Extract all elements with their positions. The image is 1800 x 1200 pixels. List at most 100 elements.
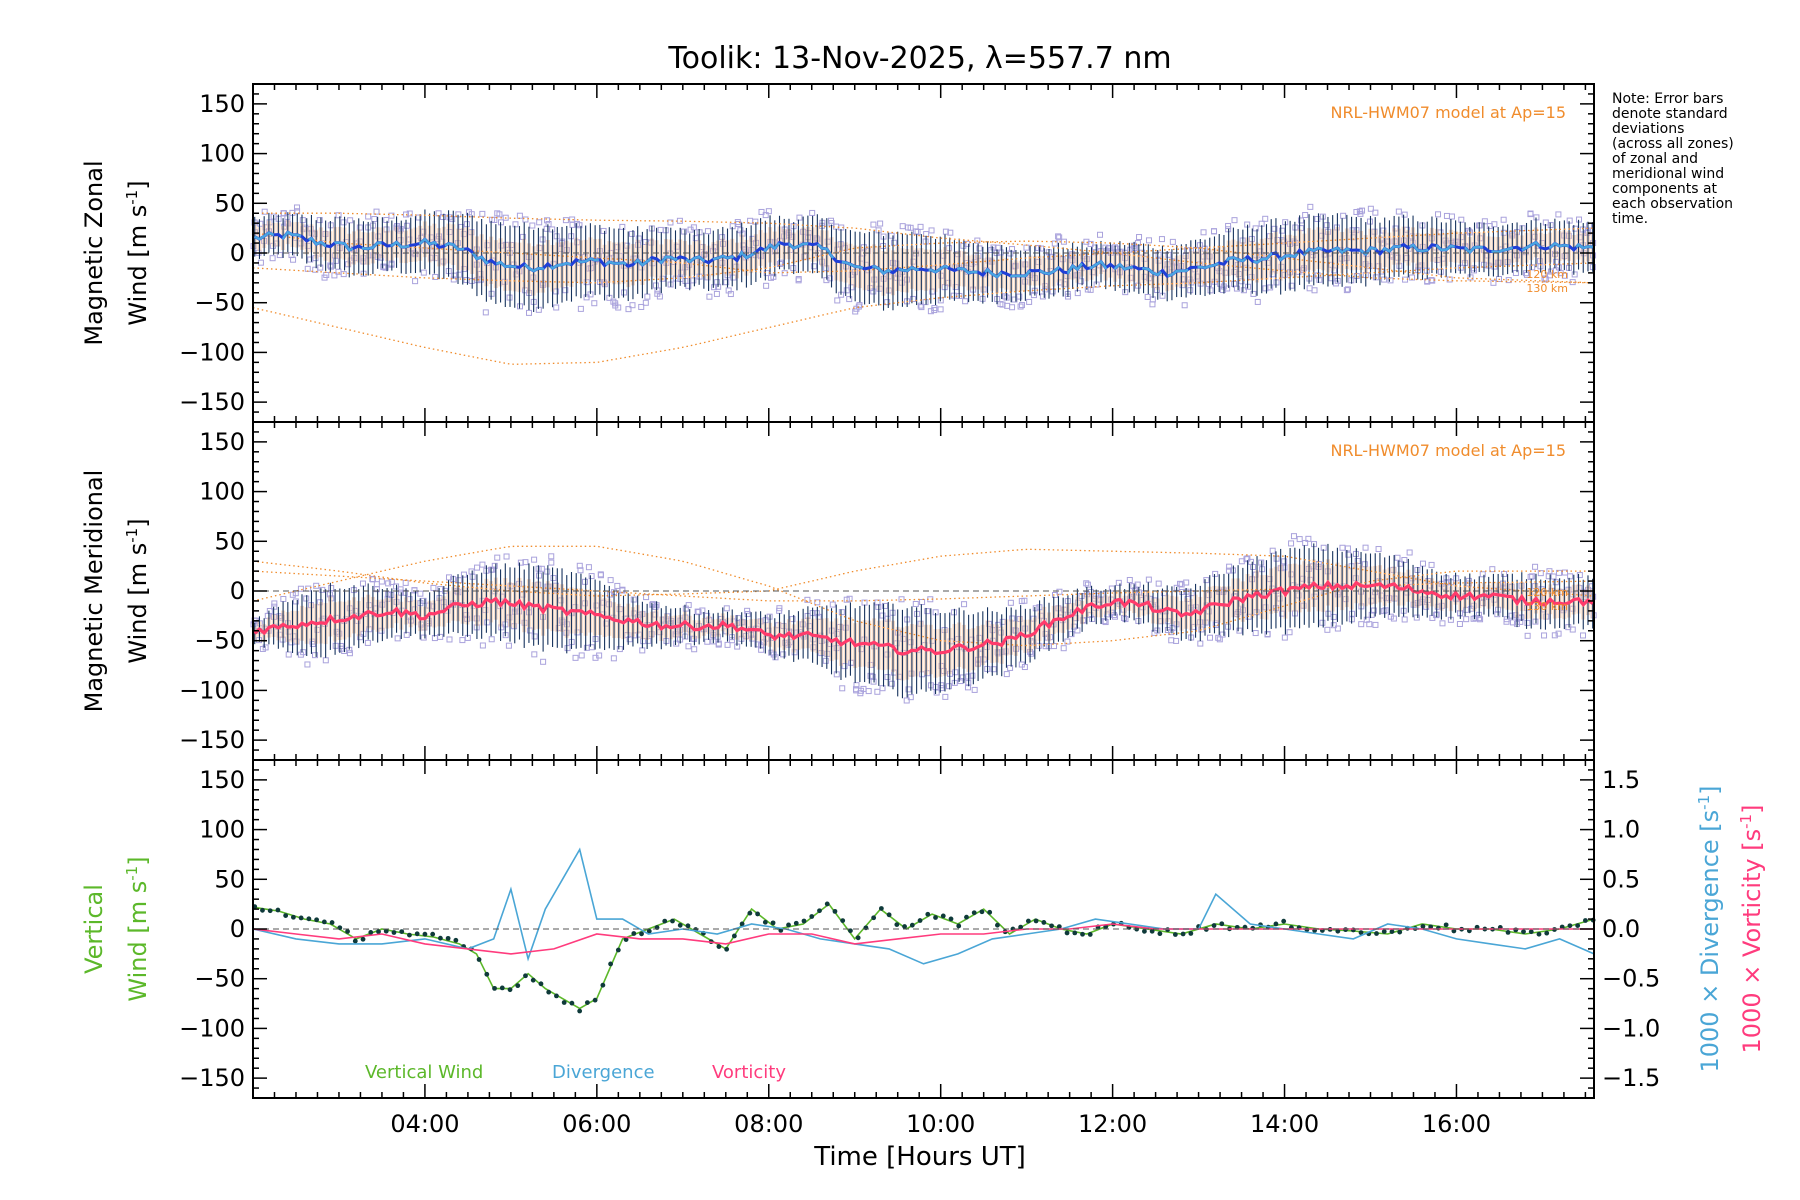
scatter-point (974, 237, 981, 244)
vertical-wind-point (871, 915, 877, 921)
vertical-wind-point (1521, 929, 1526, 935)
vertical-wind-point (546, 989, 552, 995)
scatter-point (917, 223, 924, 230)
meridional-wind-panel: −150 −100 −50 0 50 100 150 NRL-HWM07 model at … (80, 421, 1597, 761)
scatter-point (884, 299, 891, 306)
scatter-point (1122, 616, 1129, 623)
y-tick-label: 0 (230, 239, 245, 267)
scatter-point (1328, 275, 1335, 282)
scatter-point (365, 213, 372, 220)
scatter-point (373, 586, 380, 593)
divergence-axis-sup: -1 (1695, 795, 1713, 810)
scatter-point (1051, 240, 1058, 247)
scatter-point (1089, 616, 1096, 623)
scatter-point (1344, 545, 1351, 552)
zonal-ylabel-close: ] (124, 180, 152, 189)
scatter-point (1527, 573, 1534, 580)
scatter-point (578, 652, 585, 659)
vertical-right-ytick-labels: −1.5 −1.0 −0.5 0.0 0.5 1.0 1.5 (1602, 766, 1660, 1092)
vertical-ylabel-sup: -1 (123, 866, 141, 881)
scatter-point (572, 654, 579, 661)
scatter-point (1307, 203, 1314, 210)
vertical-wind-point (391, 930, 397, 935)
scatter-point (373, 208, 380, 215)
scatter-point (1158, 236, 1165, 243)
scatter-point (545, 221, 552, 228)
scatter-point (1435, 211, 1442, 218)
vertical-wind-point (1072, 930, 1078, 936)
vertical-wind-point (1142, 928, 1147, 934)
scatter-point (1367, 205, 1374, 212)
scatter-point (652, 603, 659, 610)
vertical-wind-point (948, 916, 954, 922)
scatter-point (737, 227, 744, 234)
scatter-point (964, 240, 971, 247)
scatter-point (1288, 540, 1295, 547)
scatter-point (610, 655, 617, 662)
scatter-point (931, 305, 938, 312)
scatter-point (1547, 222, 1554, 229)
scatter-point (1111, 612, 1118, 619)
meridional-model-layer (252, 545, 1595, 647)
scatter-point (869, 673, 876, 680)
scatter-point (843, 287, 850, 294)
scatter-point (713, 290, 720, 297)
meridional-altitude-label-120: 120 km (1526, 586, 1568, 599)
scatter-point (1387, 613, 1394, 620)
y-tick-label: 100 (199, 140, 245, 168)
scatter-point (526, 309, 533, 316)
scatter-point (403, 222, 410, 229)
scatter-point (1126, 576, 1133, 583)
vertical-wind-point (453, 937, 459, 943)
scatter-point (789, 616, 796, 623)
vertical-wind-point (407, 932, 412, 938)
scatter-point (879, 685, 886, 692)
scatter-point (1448, 213, 1455, 220)
scatter-point (1155, 580, 1162, 587)
scatter-point (763, 282, 770, 289)
divergence-axis-label: 1000 × Divergence [s-1] (1695, 785, 1724, 1072)
scatter-point (691, 646, 698, 653)
scatter-point (1517, 618, 1524, 625)
scatter-point (1060, 645, 1067, 652)
scatter-point (577, 567, 584, 574)
scatter-point (1500, 229, 1507, 236)
scatter-point (1219, 631, 1226, 638)
vertical-wind-point (383, 928, 389, 934)
scatter-point (1323, 222, 1330, 229)
y-tick-label: 150 (199, 766, 245, 794)
vertical-wind-point (1381, 929, 1387, 934)
scatter-point (420, 269, 427, 276)
scatter-point (1273, 279, 1280, 286)
vertical-wind-point (886, 912, 892, 918)
scatter-point (346, 650, 353, 657)
scatter-point (846, 296, 853, 303)
vertical-wind-point (577, 1008, 583, 1014)
legend-divergence: Divergence (552, 1062, 655, 1083)
scatter-point (432, 273, 439, 280)
scatter-point (1181, 302, 1188, 309)
scatter-point (874, 688, 881, 695)
vertical-wind-point (437, 935, 443, 941)
scatter-point (950, 292, 957, 299)
scatter-point (1340, 212, 1347, 219)
scatter-point (937, 306, 944, 313)
vertical-wind-point (1443, 922, 1449, 928)
scatter-point (704, 228, 711, 235)
right-y-tick-label: 0.0 (1602, 915, 1640, 943)
x-tick-label: 14:00 (1250, 1110, 1319, 1138)
vertical-wind-point (832, 908, 838, 914)
x-tick-labels: 04:00 06:00 08:00 10:00 12:00 14:00 16:00 (390, 1110, 1491, 1138)
error-bar-note: Note: Error bars denote standard deviati… (1612, 91, 1734, 227)
scatter-point (1136, 234, 1143, 241)
meridional-ylabel-line2: Wind [m s-1] (123, 518, 152, 663)
vertical-wind-point (631, 931, 637, 936)
scatter-point (540, 658, 547, 665)
scatter-point (1580, 632, 1587, 639)
scatter-point (852, 308, 859, 315)
scatter-point (327, 263, 334, 270)
scatter-point (744, 607, 751, 614)
scatter-point (569, 221, 576, 228)
scatter-point (656, 293, 663, 300)
scatter-point (879, 612, 886, 619)
